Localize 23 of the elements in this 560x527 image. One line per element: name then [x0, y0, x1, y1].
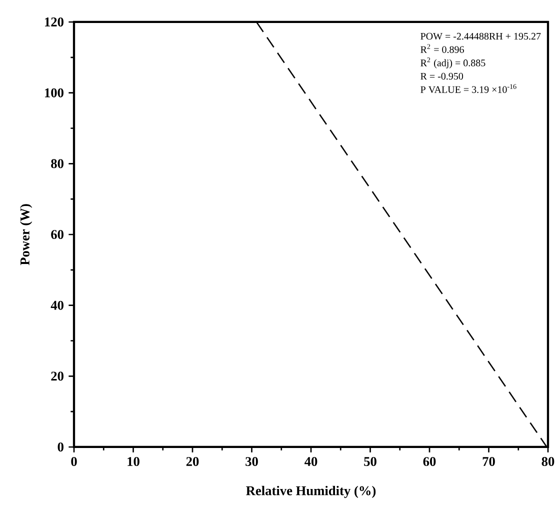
annotation: R$^{2}$ (adj) = 0.885 — [420, 58, 486, 68]
y-tick-label: 40 — [50, 300, 64, 310]
annotation: P VALUE = 3.19 ×10$^{-16}$ — [420, 84, 516, 94]
annotation: R = -0.950 — [420, 72, 464, 80]
x-tick-label: 80 — [542, 457, 554, 466]
x-tick-label: 50 — [364, 457, 376, 466]
x-tick-label: 70 — [482, 457, 495, 466]
y-tick-label: 0 — [58, 442, 64, 452]
x-tick-label: 0 — [71, 457, 77, 466]
y-tick-label: 20 — [51, 372, 64, 381]
x-tick-label: 60 — [423, 457, 436, 466]
x-tick-label: 30 — [246, 457, 258, 466]
x-tick-label: 40 — [304, 457, 318, 466]
y-tick-label: 80 — [51, 159, 64, 168]
annotation: R$^{2}$ = 0.896 — [420, 44, 464, 54]
x-tick-label: 10 — [128, 457, 140, 466]
y-tick-label: 100 — [45, 88, 64, 98]
x-axis-title: Relative Humidity (%) — [246, 486, 376, 498]
y-axis-title: Power (W) — [20, 204, 32, 266]
x-tick-label: 20 — [186, 457, 199, 466]
y-tick-label: 60 — [51, 230, 64, 239]
y-tick-label: 120 — [45, 17, 64, 26]
annotation: POW = -2.44488RH + 195.27 — [420, 32, 541, 40]
